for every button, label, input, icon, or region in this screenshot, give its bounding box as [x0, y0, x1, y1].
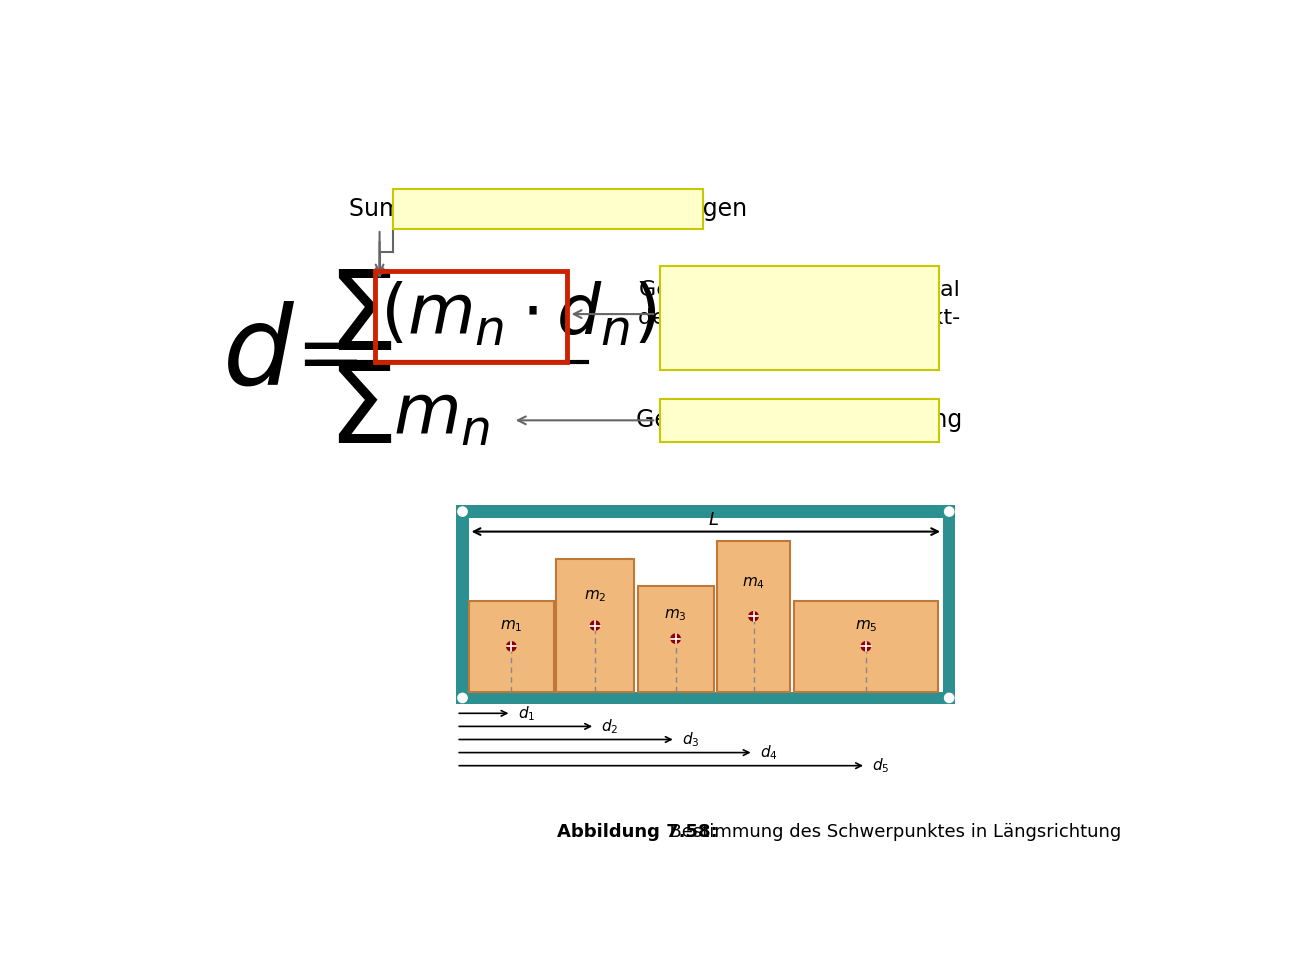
Text: $=$: $=$	[278, 315, 358, 395]
Text: Gewicht der Ladeeinheit mal
den jeweiligen Schwerpunkt-
Abstand zur Stirnwand: Gewicht der Ladeeinheit mal den jeweilig…	[638, 280, 961, 356]
Text: $m_1$: $m_1$	[500, 619, 523, 634]
Text: Gesamtgewicht der Ladung: Gesamtgewicht der Ladung	[637, 408, 962, 432]
FancyBboxPatch shape	[717, 540, 789, 692]
Circle shape	[944, 693, 953, 703]
FancyBboxPatch shape	[660, 400, 939, 442]
Circle shape	[748, 612, 758, 620]
Text: Summe aller Einzelberechnungen: Summe aller Einzelberechnungen	[349, 197, 747, 221]
Text: $d_4$: $d_4$	[760, 743, 777, 762]
Circle shape	[944, 507, 953, 516]
Text: Bestimmung des Schwerpunktes in Längsrichtung: Bestimmung des Schwerpunktes in Längsric…	[658, 823, 1121, 841]
Circle shape	[458, 507, 467, 516]
Text: $m_n$: $m_n$	[393, 383, 490, 450]
Text: $\Sigma$: $\Sigma$	[327, 266, 393, 373]
FancyBboxPatch shape	[660, 266, 939, 370]
Text: $(m_n \cdot d_n)$: $(m_n \cdot d_n)$	[379, 280, 656, 348]
FancyBboxPatch shape	[457, 506, 956, 704]
Text: $d_5$: $d_5$	[872, 757, 889, 775]
FancyBboxPatch shape	[393, 189, 702, 229]
Text: $m_5$: $m_5$	[855, 619, 877, 634]
Text: $m_2$: $m_2$	[584, 589, 607, 604]
FancyBboxPatch shape	[638, 586, 713, 692]
Text: $m_3$: $m_3$	[664, 607, 687, 623]
Text: $m_4$: $m_4$	[742, 575, 765, 591]
FancyBboxPatch shape	[557, 560, 634, 692]
FancyBboxPatch shape	[469, 518, 943, 692]
Text: L: L	[709, 510, 718, 529]
Text: $d_3$: $d_3$	[681, 731, 700, 749]
Circle shape	[507, 642, 516, 651]
FancyBboxPatch shape	[794, 601, 937, 692]
Text: $d_2$: $d_2$	[601, 717, 618, 735]
Circle shape	[591, 620, 600, 630]
Text: Abbildung 7.58:: Abbildung 7.58:	[557, 823, 718, 841]
Circle shape	[861, 642, 871, 651]
Text: $d$: $d$	[222, 301, 295, 408]
Text: $d_1$: $d_1$	[517, 704, 534, 723]
Circle shape	[671, 634, 680, 644]
Circle shape	[458, 693, 467, 703]
FancyBboxPatch shape	[469, 601, 554, 692]
Text: $\Sigma$: $\Sigma$	[327, 359, 393, 466]
